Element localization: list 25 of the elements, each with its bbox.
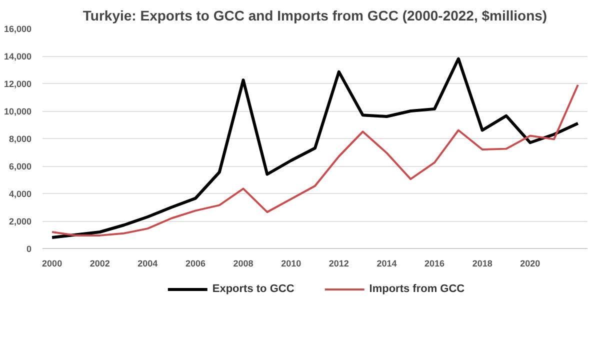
y-tick-label: 4,000 — [8, 189, 32, 199]
x-tick-label: 2008 — [233, 258, 254, 268]
x-tick-label: 2002 — [90, 258, 110, 268]
y-tick-label: 2,000 — [8, 216, 32, 226]
line-series — [51, 84, 579, 236]
chart-title: Turkyie: Exports to GCC and Imports from GCC (2000-2022, $millions) — [82, 8, 548, 24]
x-tick-label: 2006 — [185, 258, 206, 268]
y-tick-label: 12,000 — [4, 79, 32, 89]
x-tick-label: 2004 — [138, 258, 158, 268]
y-tick-label: 6,000 — [8, 162, 32, 172]
x-tick-label: 2016 — [424, 258, 445, 268]
x-tick-label: 2012 — [328, 258, 349, 268]
y-tick-label: 14,000 — [4, 52, 32, 62]
x-tick-label: 2020 — [520, 258, 540, 268]
y-tick-label: 0 — [26, 244, 32, 254]
y-tick-label: 10,000 — [4, 106, 32, 116]
legend-label: Exports to GCC — [212, 283, 294, 295]
x-tick-label: 2014 — [376, 258, 397, 268]
x-tick-label: 2000 — [42, 258, 62, 268]
y-tick-label: 8,000 — [8, 134, 32, 144]
x-tick-label: 2018 — [472, 258, 492, 268]
legend-label: Imports from GCC — [369, 283, 465, 295]
line-series — [50, 57, 580, 239]
y-tick-label: 16,000 — [4, 24, 32, 34]
x-tick-label: 2010 — [281, 258, 302, 268]
